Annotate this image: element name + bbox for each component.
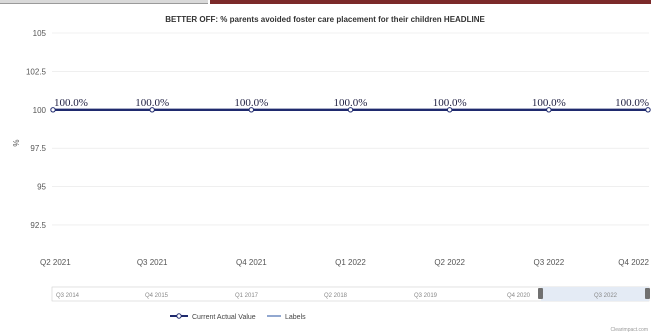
- navigator-label: Q4 2015: [145, 293, 169, 299]
- x-tick-label: Q2 2022: [434, 258, 465, 267]
- legend: Current Actual Value Labels: [170, 313, 306, 321]
- legend-item-labels[interactable]: Labels: [267, 314, 306, 321]
- data-point[interactable]: [347, 107, 354, 113]
- data-labels: 100.0% 100.0% 100.0% 100.0% 100.0% 100.0% 100.…: [54, 97, 649, 109]
- y-tick-label: 95: [37, 183, 46, 192]
- legend-marker-icon: [176, 313, 182, 319]
- y-axis-ticks: 92.5 95 97.5 100 102.5 105: [26, 29, 47, 230]
- x-tick-label: Q4 2022: [618, 258, 649, 267]
- navigator-right-handle[interactable]: [645, 288, 650, 299]
- navigator-label: Q3 2019: [414, 293, 438, 299]
- data-point[interactable]: [50, 107, 56, 113]
- navigator-left-handle[interactable]: [538, 288, 543, 299]
- navigator-label: Q2 2018: [324, 293, 348, 299]
- y-axis-label: %: [12, 139, 21, 146]
- y-tick-label: 97.5: [30, 144, 46, 153]
- data-label: 100.0%: [54, 97, 88, 109]
- y-tick-label: 105: [33, 29, 47, 38]
- data-label: 100.0%: [433, 97, 467, 109]
- navigator-label: Q1 2017: [235, 293, 259, 299]
- data-point[interactable]: [149, 107, 155, 113]
- navigator-label: Q3 2014: [56, 293, 80, 299]
- x-tick-label: Q2 2021: [40, 258, 71, 267]
- data-label: 100.0%: [234, 97, 268, 109]
- y-tick-label: 100: [33, 106, 47, 115]
- navigator-label: Q4 2020: [507, 293, 531, 299]
- top-strip-right: [210, 0, 651, 4]
- x-tick-label: Q3 2022: [533, 258, 564, 267]
- credits-text[interactable]: Clearimpact.com: [610, 327, 648, 333]
- series-current-actual-value: [50, 107, 651, 113]
- y-tick-label: 102.5: [26, 67, 47, 76]
- x-tick-label: Q3 2021: [137, 258, 168, 267]
- x-tick-label: Q1 2022: [335, 258, 366, 267]
- data-point[interactable]: [546, 107, 552, 113]
- x-tick-label: Q4 2021: [236, 258, 267, 267]
- data-label: 100.0%: [532, 97, 566, 109]
- data-label: 100.0%: [334, 97, 368, 109]
- navigator[interactable]: Q3 2014 Q4 2015 Q1 2017 Q2 2018 Q3 2019 Q4 20…: [51, 286, 650, 302]
- data-label: 100.0%: [615, 97, 649, 109]
- data-point[interactable]: [248, 107, 255, 113]
- x-axis-ticks: Q2 2021 Q3 2021 Q4 2021 Q1 2022 Q2 2022 Q3 20…: [40, 258, 650, 267]
- y-tick-label: 92.5: [30, 221, 46, 230]
- grid: [52, 32, 649, 226]
- top-strip-left: [0, 0, 208, 4]
- data-label: 100.0%: [135, 97, 169, 109]
- chart-title: BETTER OFF: % parents avoided foster car…: [165, 15, 485, 24]
- navigator-selected-range[interactable]: [541, 287, 649, 301]
- data-point[interactable]: [645, 107, 651, 113]
- legend-label-labels: Labels: [285, 314, 306, 321]
- navigator-label: Q3 2022: [594, 293, 618, 299]
- legend-item-current-actual-value[interactable]: Current Actual Value: [170, 313, 256, 321]
- navigator-labels: Q3 2014 Q4 2015 Q1 2017 Q2 2018 Q3 2019 Q4 20…: [56, 293, 618, 299]
- data-point[interactable]: [446, 107, 453, 113]
- legend-label-current-actual-value: Current Actual Value: [192, 314, 256, 321]
